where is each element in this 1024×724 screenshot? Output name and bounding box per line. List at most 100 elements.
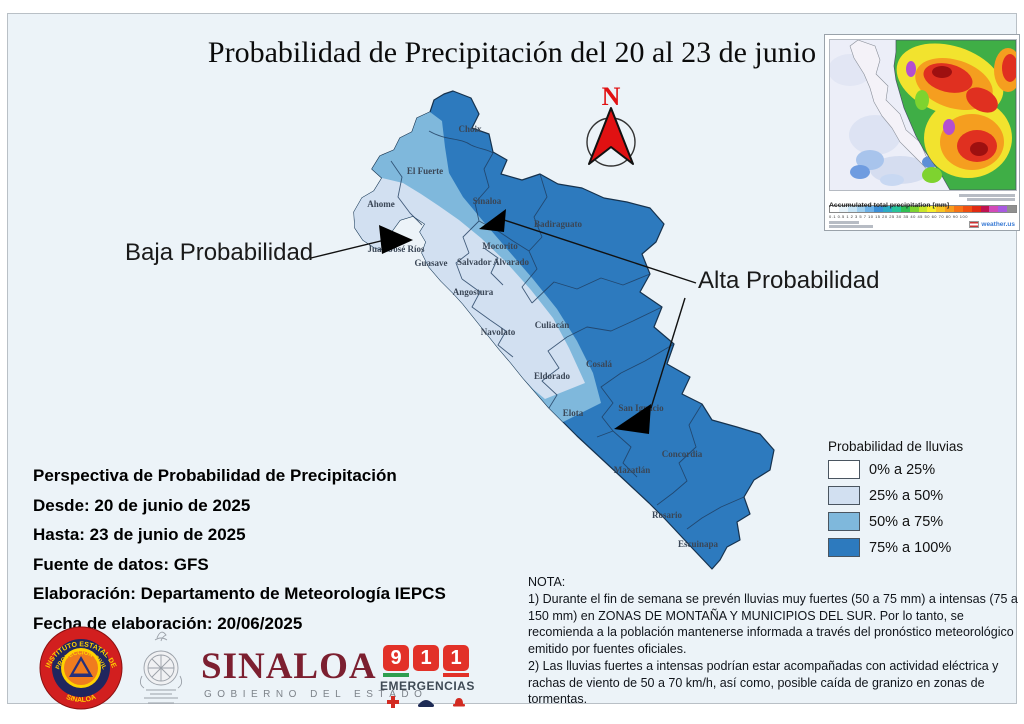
page-title: Probabilidad de Precipitación del 20 al … (207, 36, 817, 69)
map-label-ahome: Ahome (367, 199, 395, 209)
colorbar-segment (856, 206, 866, 212)
nota-items: 1) Durante el fin de semana se prevén ll… (528, 591, 1022, 708)
colorbar-segment (971, 206, 981, 212)
emergency-digit: 9 (383, 645, 409, 671)
inset-colorbar (829, 205, 1017, 213)
emergency-icons (380, 695, 472, 709)
legend-item: 50% a 75% (828, 512, 1018, 531)
annotation-alta-label: Alta Probabilidad (698, 267, 880, 294)
inset-source-line (829, 221, 859, 224)
map-label-elota: Elota (563, 408, 584, 418)
colorbar-segment (1007, 206, 1017, 212)
inset-source-line (829, 225, 873, 228)
map-label-juan-jos-r-os: Juan José Ríos (367, 244, 425, 254)
map-label-mazatl-n: Mazatlán (614, 465, 651, 475)
colorbar-segment (936, 206, 946, 212)
info-block: Perspectiva de Probabilidad de Precipita… (33, 461, 533, 638)
legend: Probabilidad de lluvias 0% a 25% 25% a 50… (828, 439, 1018, 564)
map-label-escuinapa: Escuinapa (678, 539, 719, 549)
arrowhead-baja (379, 225, 413, 254)
svg-text:SINALOA: SINALOA (65, 694, 97, 704)
leader-line-alta-1 (500, 218, 697, 284)
map-label-choix: Choix (458, 124, 482, 134)
colorbar-segment (900, 206, 910, 212)
inset-attribution: weather.us (969, 221, 1015, 228)
emergency-bar (413, 673, 439, 677)
compass-n-label: N (602, 82, 621, 111)
colorbar-segment (892, 206, 901, 212)
nota-heading: NOTA: (528, 575, 566, 589)
emergency-digit: 1 (443, 645, 469, 671)
inset-map-graphic (829, 39, 1017, 191)
map-label-navolato: Navolato (481, 327, 516, 337)
nota-item: 1) Durante el fin de semana se prevén ll… (528, 591, 1018, 656)
legend-label: 25% a 50% (869, 487, 944, 504)
colorbar-segment (927, 206, 937, 212)
colorbar-segment (847, 206, 857, 212)
inset-precipitation-map: Accumulated total precipitation [mm] 0.1… (824, 34, 1020, 231)
colorbar-segment (909, 206, 919, 212)
emergency-bar (443, 673, 469, 677)
legend-rows: 0% a 25% 25% a 50% 50% a 75% 75% a 100% (828, 460, 1018, 557)
nota-block: NOTA: 1) Durante el fin de semana se pre… (528, 574, 1022, 708)
map-region-low (354, 178, 585, 399)
inset-meta-line (959, 194, 1015, 197)
inset-mainland (893, 40, 1016, 190)
info-line: Fuente de datos: GFS (33, 554, 209, 574)
nota-item: 2) Las lluvias fuertes a intensas podría… (528, 658, 999, 707)
info-line: Elaboración: Departamento de Meteorologí… (33, 584, 446, 603)
poster-canvas: Probabilidad de Precipitación del 20 al … (7, 13, 1020, 710)
compass-arrow-icon (588, 107, 634, 165)
colorbar-segment (998, 206, 1008, 212)
colorbar-segment (945, 206, 955, 212)
legend-swatch (828, 512, 860, 531)
inset-colorbar-ticks: 0.1 0.5 1 2 3 5 7 10 15 20 25 30 35 40 4… (829, 214, 968, 219)
inset-meta-line (967, 198, 1015, 201)
inset-map-svg (830, 40, 1016, 190)
colorbar-segment (865, 206, 875, 212)
legend-item: 75% a 100% (828, 538, 1018, 557)
info-line: Perspectiva de Probabilidad de Precipita… (33, 466, 397, 485)
map-label-concordia: Concordia (662, 449, 703, 459)
emergency-label: EMERGENCIAS (380, 679, 475, 693)
colorbar-segment (838, 206, 848, 212)
info-line: Desde: 20 de junio de 2025 (33, 495, 251, 515)
info-line: Hasta: 23 de junio de 2025 (33, 525, 246, 544)
emergency-bars (380, 673, 472, 677)
map-label-eldorado: Eldorado (534, 371, 571, 381)
map-label-badiraguato: Badiraguato (534, 219, 583, 229)
colorbar-segment (954, 206, 963, 212)
colorbar-segment (962, 206, 972, 212)
inset-footer: weather.us (829, 221, 1015, 231)
arrowhead-alta-1 (479, 209, 506, 232)
legend-swatch (828, 460, 860, 479)
fire-helmet-icon (453, 698, 465, 707)
legend-item: 25% a 50% (828, 486, 1018, 505)
map-region-mid (354, 112, 601, 422)
map-label-culiac-n: Culiacán (535, 320, 570, 330)
map-label-el-fuerte: El Fuerte (407, 166, 443, 176)
colorbar-segment (980, 206, 990, 212)
inset-title-row: Accumulated total precipitation [mm] (829, 194, 1015, 209)
medical-cross-icon (387, 696, 399, 708)
colorbar-segment (874, 206, 884, 212)
us-flag-icon (969, 221, 980, 228)
sinaloa-state-seal (139, 631, 183, 704)
compass-circle (586, 117, 636, 167)
map-label-sinaloa: Sinaloa (473, 196, 502, 206)
legend-swatch (828, 486, 860, 505)
legend-title: Probabilidad de lluvias (828, 439, 964, 454)
colorbar-segment (989, 206, 999, 212)
sinaloa-subtitle: GOBIERNO DEL ESTADO (204, 689, 428, 700)
map-label-rosario: Rosario (652, 510, 682, 520)
police-cap-icon (418, 700, 434, 707)
legend-label: 75% a 100% (869, 539, 952, 556)
annotation-arrows (310, 209, 697, 434)
arrowhead-alta-2 (614, 404, 651, 434)
proteccion-civil-logo: INSTITUTO ESTATAL DE SINALOA PROTECCIÓN … (39, 626, 123, 710)
leader-line-baja (310, 238, 390, 259)
annotation-baja-label: Baja Probabilidad (125, 239, 314, 266)
